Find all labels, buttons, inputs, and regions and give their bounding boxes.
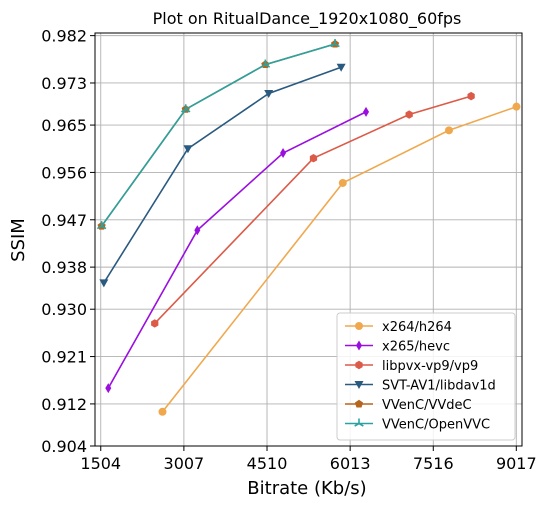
x-tick-label: 6013 xyxy=(330,454,371,473)
data-point xyxy=(280,148,286,158)
x-tick-label: 9017 xyxy=(496,454,537,473)
x-tick-label: 3007 xyxy=(164,454,205,473)
y-axis-label: SSIM xyxy=(8,218,29,262)
y-tick-label: 0.912 xyxy=(41,395,87,414)
y-tick-label: 0.930 xyxy=(41,300,87,319)
y-tick-label: 0.904 xyxy=(41,437,87,456)
y-tick-label: 0.982 xyxy=(41,27,87,46)
data-point xyxy=(467,92,474,100)
x-tick-label: 1504 xyxy=(80,454,121,473)
series-vvenc-vvdec xyxy=(98,40,340,230)
legend-label: libpvx-vp9/vp9 xyxy=(382,359,478,374)
y-tick-label: 0.938 xyxy=(41,258,87,277)
legend-label: VVenC/OpenVVC xyxy=(382,418,490,433)
data-point xyxy=(406,110,413,118)
x-axis-label: Bitrate (Kb/s) xyxy=(247,478,366,499)
y-tick-label: 0.956 xyxy=(41,163,87,182)
y-axis-ticks: 0.904 0.912 0.921 0.930 0.938 0.947 0.956 0.965… xyxy=(41,27,95,456)
series-line xyxy=(102,44,335,226)
series-vvenc-openvvc xyxy=(97,39,339,229)
series-line xyxy=(155,96,471,323)
data-point xyxy=(445,126,453,134)
data-point xyxy=(183,145,192,153)
data-point xyxy=(158,408,166,416)
chart-title: Plot on RitualDance_1920x1080_60fps xyxy=(153,9,462,29)
legend-label: SVT-AV1/libdav1d xyxy=(382,379,496,394)
y-tick-label: 0.973 xyxy=(41,74,87,93)
legend-label: VVenC/VVdeC xyxy=(382,398,472,413)
data-point xyxy=(339,179,347,187)
data-point xyxy=(264,90,273,98)
y-tick-label: 0.921 xyxy=(41,348,87,367)
series-line xyxy=(102,44,335,226)
data-point xyxy=(355,322,363,330)
series-line xyxy=(108,112,366,388)
legend: x264/h264 x265/hevc libpvx-vp9/vp9 SVT-AV1/… xyxy=(337,313,515,440)
x-tick-label: 4510 xyxy=(247,454,288,473)
series-line xyxy=(104,67,341,283)
series-libpvx-vp9-vp9 xyxy=(151,92,475,328)
data-point xyxy=(363,107,369,117)
data-point xyxy=(512,103,520,111)
legend-label: x264/h264 xyxy=(382,320,452,335)
y-tick-label: 0.947 xyxy=(41,211,87,230)
y-tick-label: 0.965 xyxy=(41,116,87,135)
series-x265-hevc xyxy=(105,107,369,393)
x-tick-label: 7516 xyxy=(413,454,454,473)
legend-label: x265/hevc xyxy=(382,340,450,355)
x-axis-ticks: 1504 3007 4510 6013 7516 9017 xyxy=(80,446,536,473)
